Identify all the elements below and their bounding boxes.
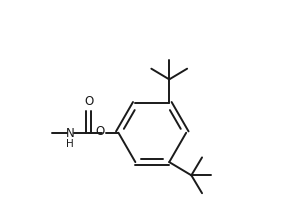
- Text: O: O: [95, 125, 105, 138]
- Text: O: O: [84, 95, 93, 108]
- Text: N: N: [66, 127, 75, 140]
- Text: H: H: [66, 139, 74, 149]
